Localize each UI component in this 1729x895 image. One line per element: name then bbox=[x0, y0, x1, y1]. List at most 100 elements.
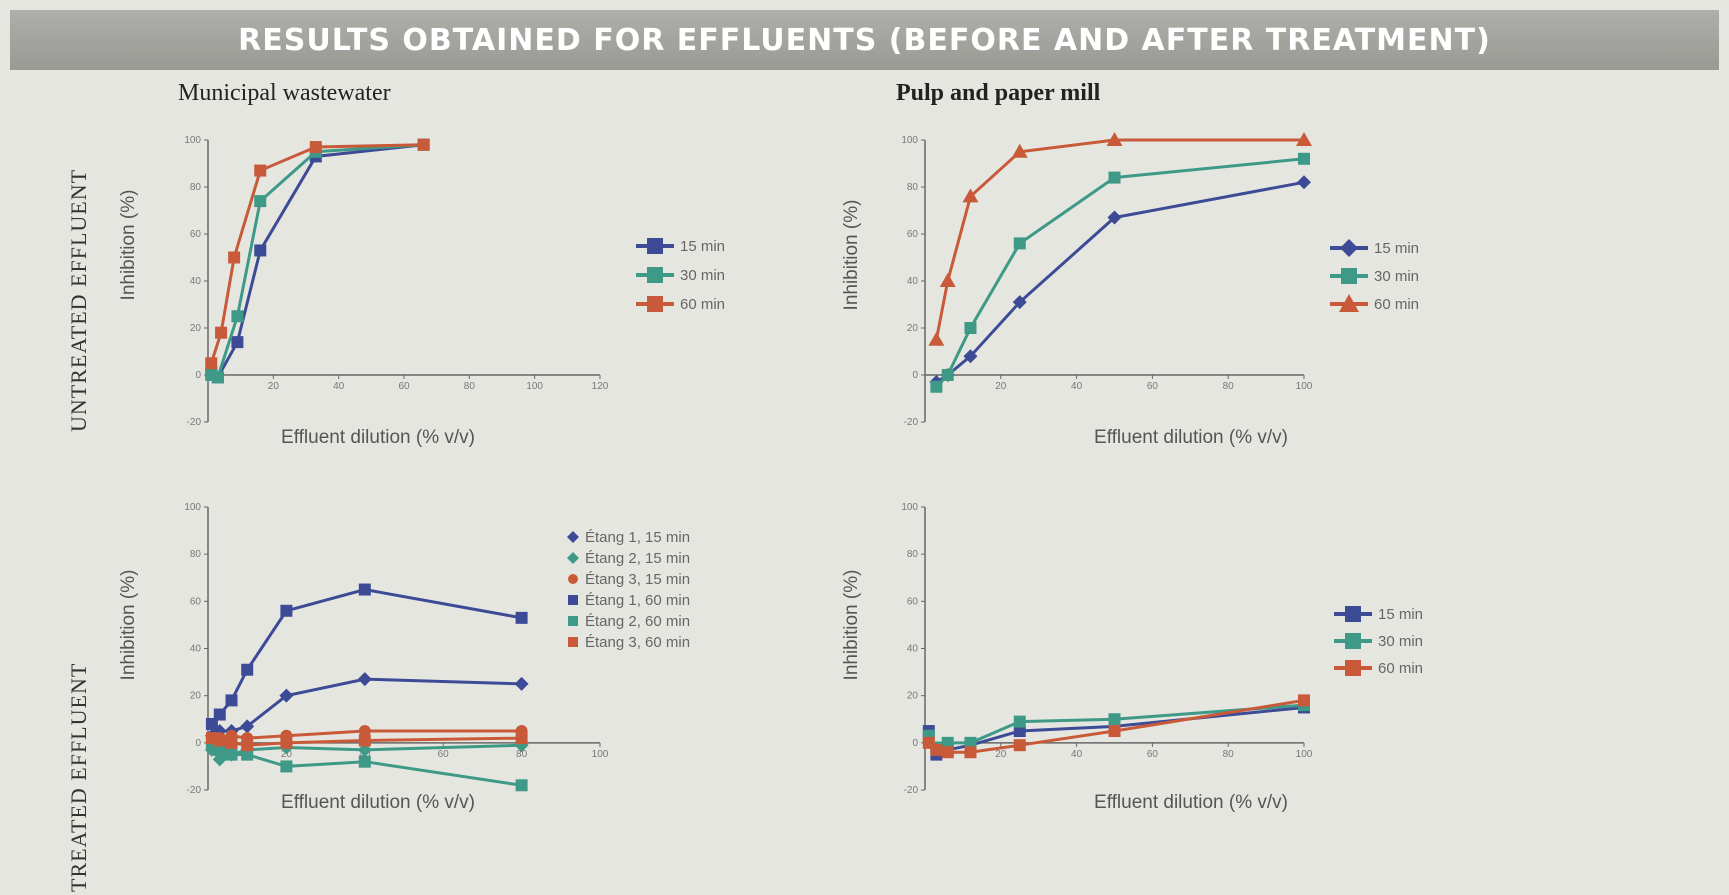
data-point bbox=[514, 676, 529, 691]
x-axis-title: Effluent dilution (% v/v) bbox=[281, 792, 475, 813]
series-2 bbox=[205, 138, 430, 370]
legend-entry: Étang 2, 60 min bbox=[568, 613, 690, 630]
legend-marker bbox=[1345, 633, 1361, 649]
x-tick-label: 100 bbox=[592, 749, 609, 760]
column-title-municipal: Municipal wastewater bbox=[178, 80, 391, 106]
data-point bbox=[309, 141, 322, 154]
data-point bbox=[280, 736, 293, 749]
y-axis-title: Inhibition (%) bbox=[118, 570, 139, 681]
legend-label: 60 min bbox=[680, 296, 725, 313]
legend-entry: Étang 2, 15 min bbox=[567, 550, 690, 567]
banner-title: RESULTS OBTAINED FOR EFFLUENTS (BEFORE A… bbox=[238, 22, 1491, 58]
y-tick-label: 0 bbox=[912, 738, 918, 749]
legend-label: 60 min bbox=[1374, 296, 1419, 313]
legend-label: Étang 3, 15 min bbox=[585, 571, 690, 588]
y-tick-label: 20 bbox=[907, 323, 919, 334]
data-point bbox=[215, 326, 228, 339]
series-5 bbox=[205, 732, 528, 752]
data-point bbox=[515, 611, 528, 624]
legend-entry: 30 min bbox=[636, 267, 725, 284]
legend-label: 15 min bbox=[680, 238, 725, 255]
legend-entry: 30 min bbox=[1330, 268, 1419, 285]
y-tick-label: 80 bbox=[907, 549, 919, 560]
legend-marker bbox=[647, 267, 663, 283]
x-tick-label: 60 bbox=[398, 381, 410, 392]
column-title-pulp: Pulp and paper mill bbox=[896, 80, 1101, 106]
legend-label: Étang 1, 60 min bbox=[585, 592, 690, 609]
y-tick-label: 40 bbox=[907, 644, 919, 655]
data-point bbox=[279, 688, 294, 703]
data-point bbox=[964, 736, 977, 749]
legend-entry: Étang 1, 60 min bbox=[568, 592, 690, 609]
data-point bbox=[928, 331, 945, 346]
legend-entry: 15 min bbox=[1330, 239, 1419, 257]
x-tick-label: 80 bbox=[516, 749, 528, 760]
data-point bbox=[1013, 725, 1026, 738]
data-point bbox=[1297, 175, 1311, 190]
data-point bbox=[231, 310, 244, 323]
series-0 bbox=[929, 175, 1311, 390]
x-tick-label: 100 bbox=[1296, 749, 1313, 760]
data-point bbox=[941, 369, 954, 381]
y-tick-label: 60 bbox=[190, 596, 202, 607]
y-tick-label: 20 bbox=[907, 691, 919, 702]
legend-entry: 60 min bbox=[636, 296, 725, 313]
data-point bbox=[225, 748, 238, 761]
legend-label: 30 min bbox=[1374, 268, 1419, 285]
y-tick-label: 60 bbox=[190, 229, 202, 240]
chart-panel-untreated-municipal: -20 0 20 40 60 80 100 20 40 60 80 100 120 Inhibition … bbox=[118, 135, 725, 448]
legend-marker bbox=[647, 238, 663, 254]
legend-entry: 60 min bbox=[1334, 660, 1423, 677]
x-tick-label: 80 bbox=[1223, 381, 1235, 392]
y-tick-label: 100 bbox=[901, 502, 918, 513]
data-point bbox=[357, 672, 372, 687]
legend-marker bbox=[568, 574, 578, 584]
x-tick-label: 100 bbox=[526, 381, 543, 392]
data-point bbox=[280, 604, 293, 617]
y-tick-label: -20 bbox=[904, 417, 919, 428]
data-point bbox=[963, 349, 978, 364]
x-tick-label: 80 bbox=[1223, 749, 1235, 760]
x-tick-label: 60 bbox=[1147, 381, 1159, 392]
series-4 bbox=[205, 736, 528, 792]
legend-label: Étang 1, 15 min bbox=[585, 529, 690, 546]
data-point bbox=[930, 743, 943, 756]
x-tick-label: 120 bbox=[592, 381, 609, 392]
chart-panel-untreated-pulp: -20 0 20 40 60 80 100 20 40 60 80 100 Inhibition (%)… bbox=[841, 132, 1419, 448]
legend-label: Étang 2, 15 min bbox=[585, 550, 690, 567]
legend-entry: 30 min bbox=[1334, 633, 1423, 650]
legend-label: 30 min bbox=[680, 267, 725, 284]
y-tick-label: 20 bbox=[190, 323, 202, 334]
y-tick-label: -20 bbox=[187, 417, 202, 428]
x-tick-label: 60 bbox=[438, 749, 450, 760]
x-tick-label: 100 bbox=[1296, 381, 1313, 392]
data-point bbox=[1298, 694, 1310, 707]
y-tick-label: 80 bbox=[190, 182, 202, 193]
y-tick-label: 0 bbox=[195, 370, 201, 381]
y-tick-label: 0 bbox=[195, 738, 201, 749]
data-point bbox=[1013, 237, 1026, 250]
legend-marker bbox=[1339, 294, 1359, 312]
data-point bbox=[1107, 210, 1122, 225]
data-point bbox=[1108, 713, 1121, 726]
data-point bbox=[211, 371, 224, 384]
data-point bbox=[228, 251, 241, 264]
y-tick-label: 80 bbox=[907, 182, 919, 193]
data-point bbox=[231, 336, 244, 349]
x-axis-title: Effluent dilution (% v/v) bbox=[1094, 427, 1288, 448]
legend-marker bbox=[647, 296, 663, 312]
y-tick-label: 40 bbox=[190, 276, 202, 287]
series-3 bbox=[205, 583, 528, 730]
data-point bbox=[941, 746, 954, 759]
data-point bbox=[417, 138, 430, 151]
legend-marker bbox=[567, 531, 579, 543]
legend-entry: 60 min bbox=[1330, 294, 1419, 313]
data-point bbox=[1013, 715, 1026, 728]
data-point bbox=[241, 748, 254, 761]
x-tick-label: 40 bbox=[1071, 749, 1083, 760]
data-point bbox=[241, 663, 254, 676]
y-tick-label: 40 bbox=[907, 276, 919, 287]
x-tick-label: 20 bbox=[995, 749, 1007, 760]
